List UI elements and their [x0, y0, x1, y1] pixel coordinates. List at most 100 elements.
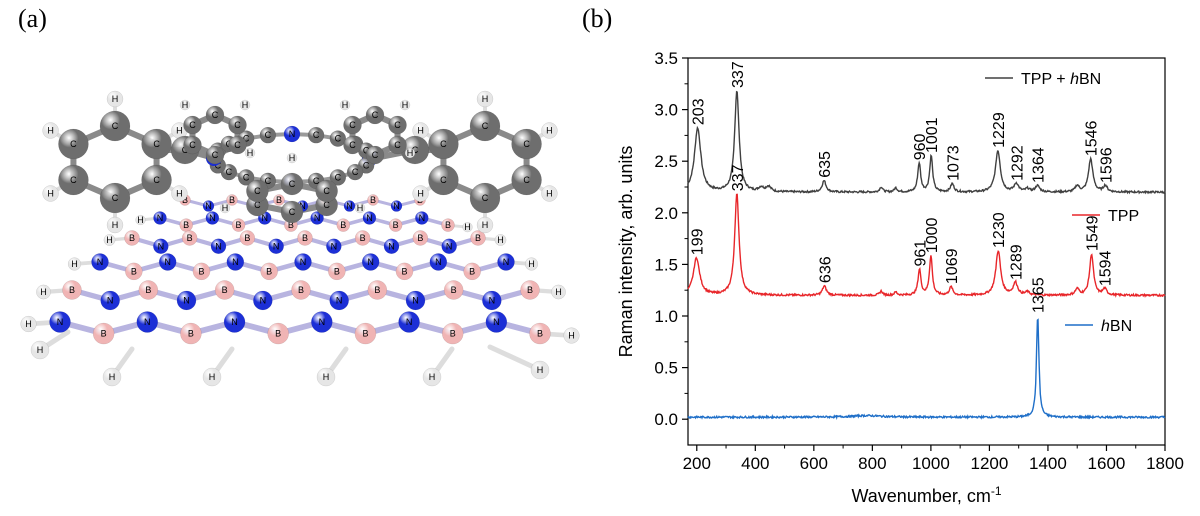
panel-label-b: (b): [582, 4, 613, 33]
carbon-atom-label: C: [112, 193, 119, 203]
carbon-atom-label: C: [289, 179, 296, 189]
nitrogen-atom: [176, 290, 197, 311]
hydrogen-atom-label: H: [417, 126, 424, 136]
carbon-atom-label: C: [153, 175, 160, 185]
carbon-atom-label: C: [189, 140, 196, 150]
peak-label: 337: [730, 61, 747, 88]
hydrogen-atom: [524, 257, 539, 271]
nitrogen-atom: [100, 290, 120, 311]
carbon-atom-label: C: [254, 186, 261, 196]
nitrogen-atom-label: N: [299, 201, 306, 211]
peak-label: 199: [689, 228, 706, 255]
carbon-atom-label: C: [215, 160, 222, 170]
nitrogen-atom: [153, 211, 167, 225]
peak-label: 1365: [1031, 277, 1048, 313]
hydrogen-atom: [551, 284, 566, 300]
hydrogen-atom-label: H: [106, 235, 113, 245]
boron-atom-label: B: [302, 233, 308, 243]
boron-atom-label: B: [101, 329, 107, 339]
boron-atom: [231, 218, 246, 232]
legend-label-1: TPP: [1108, 208, 1139, 225]
carbon-atom-label: C: [363, 160, 370, 170]
peak-label: 1230: [991, 212, 1008, 248]
nitrogen-atom-label: N: [346, 201, 353, 211]
boron-atom: [412, 230, 429, 246]
hydrogen-atom: [316, 367, 336, 387]
nitrogen-atom: [49, 311, 71, 333]
nitrogen-atom-label: N: [261, 213, 268, 223]
carbon-atom-label: C: [323, 186, 330, 196]
peak-label: 1364: [1030, 147, 1047, 183]
boron-atom: [441, 218, 455, 232]
carbon-atom-label: C: [394, 120, 401, 130]
boron-atom-label: B: [145, 285, 151, 295]
y-tick-label: 2.0: [654, 204, 678, 223]
carbon-atom-label: C: [189, 120, 196, 130]
boron-atom-label: B: [236, 220, 242, 230]
boron-atom-label: B: [537, 329, 543, 339]
carbon-atom: [511, 128, 542, 160]
boron-atom-label: B: [298, 285, 304, 295]
boron-atom-label: B: [417, 233, 423, 243]
hydrogen-atom-label: H: [528, 259, 535, 269]
peak-label: 1289: [1008, 244, 1025, 280]
nitrogen-atom-label: N: [331, 241, 338, 251]
boron-atom-label: B: [188, 329, 194, 339]
hydrogen-atom: [179, 99, 191, 111]
hydrogen-atom: [20, 315, 37, 333]
nitrogen-atom: [158, 253, 177, 271]
boron-atom: [336, 218, 351, 232]
hydrogen-atom: [202, 367, 222, 387]
carbon-atom-label: C: [243, 134, 250, 144]
hydrogen-atom: [135, 214, 146, 226]
nitrogen-atom: [429, 253, 448, 271]
hydrogen-atom: [422, 367, 442, 387]
peak-label: 1000: [924, 217, 941, 253]
hydrogen-atom: [36, 284, 51, 300]
y-tick-label: 3.5: [654, 49, 678, 68]
carbon-atom-label: C: [482, 121, 489, 131]
carbon-atom: [99, 110, 131, 142]
y-tick-label: 3.0: [654, 101, 678, 120]
nitrogen-atom-label: N: [97, 257, 104, 267]
carbon-atom: [183, 115, 202, 135]
boron-atom: [354, 230, 371, 246]
boron-atom-label: B: [266, 266, 272, 276]
nitrogen-atom: [205, 211, 220, 225]
peak-label: 1229: [991, 112, 1008, 148]
peak-label: 1549: [1085, 215, 1102, 251]
carbon-atom: [280, 200, 304, 224]
carbon-atom-label: C: [70, 139, 77, 149]
hydrogen-atom: [67, 257, 82, 271]
hydrogen-atom-label: H: [222, 203, 229, 213]
carbon-atom-label: C: [234, 120, 241, 130]
nitrogen-atom-label: N: [232, 257, 239, 267]
carbon-atom-label: C: [212, 110, 219, 120]
hydrogen-atom: [412, 185, 429, 202]
hydrogen-atom-label: H: [209, 372, 216, 382]
boron-atom: [181, 230, 198, 246]
nitrogen-atom-label: N: [319, 317, 326, 327]
nitrogen-atom-label: N: [209, 213, 216, 223]
carbon-atom-label: C: [372, 110, 379, 120]
hydrogen-atom: [399, 99, 411, 111]
peak-label: 337: [730, 164, 747, 191]
boron-atom: [328, 262, 346, 281]
hydrogen-atom-label: H: [546, 126, 553, 136]
hydrogen-atom: [171, 185, 188, 202]
hydrogen-atom: [476, 216, 494, 234]
nitrogen-atom-label: N: [164, 257, 171, 267]
y-tick-label: 0.0: [654, 410, 678, 429]
nitrogen-atom: [383, 238, 400, 254]
hydrogen-atom: [102, 367, 122, 387]
boron-atom-label: B: [198, 266, 204, 276]
hydrogen-atom-label: H: [112, 220, 119, 230]
nitrogen-atom-label: N: [107, 295, 114, 305]
peak-label: 960: [912, 133, 929, 160]
boron-atom: [214, 280, 235, 300]
nitrogen-atom-label: N: [144, 317, 151, 327]
nitrogen-atom: [253, 290, 273, 311]
y-tick-label: 2.5: [654, 152, 678, 171]
carbon-atom: [365, 145, 385, 165]
nitrogen-atom-label: N: [231, 317, 238, 327]
